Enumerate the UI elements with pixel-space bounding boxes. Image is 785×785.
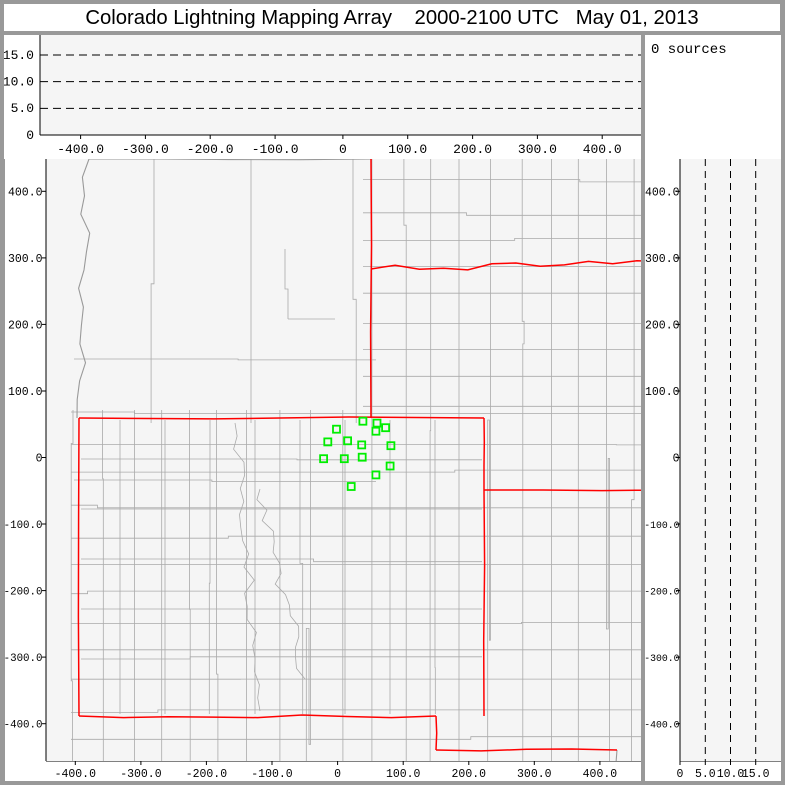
svg-text:100.0: 100.0 xyxy=(386,768,421,781)
svg-text:10.0: 10.0 xyxy=(717,768,745,781)
svg-text:15.0: 15.0 xyxy=(742,768,770,781)
svg-text:-100.0: -100.0 xyxy=(252,142,299,157)
svg-text:200.0: 200.0 xyxy=(453,142,492,157)
svg-text:100.0: 100.0 xyxy=(8,386,43,399)
svg-text:-100.0: -100.0 xyxy=(5,520,43,532)
svg-text:0: 0 xyxy=(26,128,34,143)
svg-text:100.0: 100.0 xyxy=(645,386,680,399)
svg-text:-200.0: -200.0 xyxy=(645,587,680,598)
svg-text:0 sources: 0 sources xyxy=(651,42,727,58)
svg-text:-400.0: -400.0 xyxy=(5,720,43,732)
svg-text:-300.0: -300.0 xyxy=(122,142,169,157)
svg-text:15.0: 15.0 xyxy=(4,48,34,63)
svg-text:-300.0: -300.0 xyxy=(120,768,162,781)
svg-text:100.0: 100.0 xyxy=(388,142,427,157)
svg-text:10.0: 10.0 xyxy=(4,75,34,90)
svg-text:300.0: 300.0 xyxy=(645,253,680,266)
svg-text:-100.0: -100.0 xyxy=(645,520,680,531)
svg-text:Colorado Lightning Mapping Arr: Colorado Lightning Mapping Array 2000-21… xyxy=(85,7,698,29)
svg-text:0: 0 xyxy=(673,453,680,466)
svg-text:-400.0: -400.0 xyxy=(57,142,104,157)
svg-text:0: 0 xyxy=(36,453,43,466)
svg-text:200.0: 200.0 xyxy=(8,319,43,332)
svg-text:-200.0: -200.0 xyxy=(186,768,228,781)
svg-text:200.0: 200.0 xyxy=(452,768,487,781)
svg-text:300.0: 300.0 xyxy=(8,253,43,266)
svg-text:-400.0: -400.0 xyxy=(645,720,680,731)
svg-text:200.0: 200.0 xyxy=(645,319,680,332)
svg-text:0: 0 xyxy=(334,768,341,781)
svg-text:400.0: 400.0 xyxy=(8,186,43,199)
svg-text:-200.0: -200.0 xyxy=(187,142,234,157)
svg-text:-100.0: -100.0 xyxy=(251,768,293,781)
svg-text:300.0: 300.0 xyxy=(518,142,557,157)
svg-text:300.0: 300.0 xyxy=(517,768,552,781)
svg-text:-400.0: -400.0 xyxy=(55,768,97,781)
svg-text:400.0: 400.0 xyxy=(583,768,618,781)
svg-text:400.0: 400.0 xyxy=(645,186,680,199)
svg-text:400.0: 400.0 xyxy=(583,142,622,157)
svg-text:-300.0: -300.0 xyxy=(645,653,680,664)
svg-text:-300.0: -300.0 xyxy=(5,653,43,665)
svg-text:5.0: 5.0 xyxy=(11,101,34,116)
svg-text:0: 0 xyxy=(677,768,684,781)
svg-text:5.0: 5.0 xyxy=(695,768,716,781)
svg-text:0: 0 xyxy=(339,142,347,157)
svg-text:-200.0: -200.0 xyxy=(5,587,43,599)
